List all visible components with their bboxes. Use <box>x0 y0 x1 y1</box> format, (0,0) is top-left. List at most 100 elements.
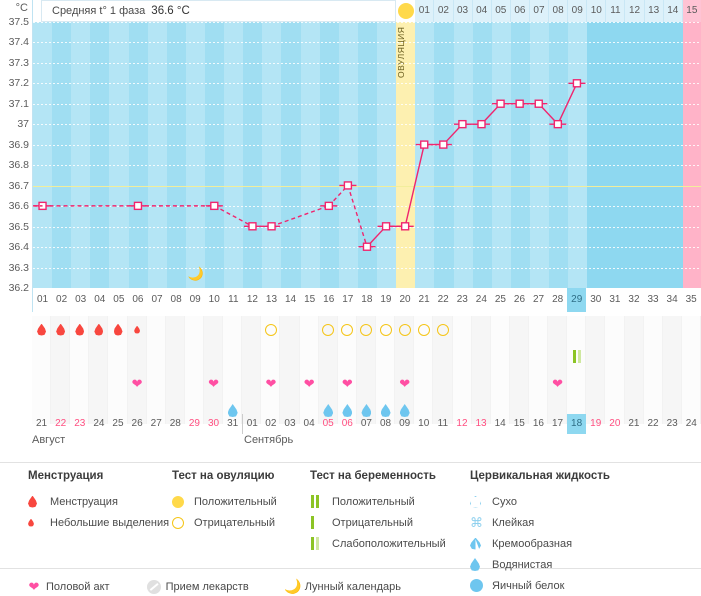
chart-day-column[interactable] <box>568 22 588 288</box>
symbol-cell[interactable] <box>548 316 568 343</box>
calendar-day[interactable]: 02 <box>265 418 277 429</box>
chart-day-column[interactable] <box>434 22 454 288</box>
intercourse-marker[interactable]: ❤ <box>303 376 315 391</box>
x-tick-cycle-day[interactable]: 34 <box>666 294 678 305</box>
symbol-cell[interactable] <box>586 316 606 343</box>
intercourse-marker[interactable]: ❤ <box>265 376 277 391</box>
symbol-cell[interactable] <box>643 397 663 424</box>
symbol-cell[interactable] <box>624 397 644 424</box>
symbol-cell[interactable] <box>681 343 701 370</box>
phase2-day-number[interactable]: 01 <box>415 0 435 22</box>
symbol-cell[interactable] <box>509 370 529 397</box>
symbol-cell[interactable] <box>184 397 205 424</box>
symbol-cell[interactable] <box>681 370 701 397</box>
symbol-cell[interactable] <box>51 397 71 424</box>
symbol-cell[interactable] <box>528 343 549 370</box>
symbol-cell[interactable] <box>452 397 472 424</box>
chart-day-column[interactable] <box>224 22 244 288</box>
phase2-day-number[interactable]: 15 <box>682 0 701 22</box>
menstruation-marker[interactable] <box>128 316 147 343</box>
symbol-cell[interactable] <box>548 343 568 370</box>
chart-day-column[interactable] <box>166 22 186 288</box>
calendar-day[interactable]: 19 <box>590 418 602 429</box>
symbol-cell[interactable] <box>146 316 166 343</box>
x-tick-cycle-day[interactable]: 27 <box>533 294 545 305</box>
symbol-cell[interactable] <box>280 370 300 397</box>
symbol-cell[interactable] <box>32 343 52 370</box>
symbol-cell[interactable] <box>490 397 510 424</box>
symbol-cell[interactable] <box>184 343 205 370</box>
symbol-cell[interactable] <box>89 397 109 424</box>
temperature-point[interactable] <box>38 201 47 211</box>
symbol-cell[interactable] <box>586 370 606 397</box>
symbol-cell[interactable] <box>318 343 338 370</box>
calendar-day[interactable]: 22 <box>55 418 67 429</box>
symbol-cell[interactable] <box>146 343 166 370</box>
symbol-cell[interactable] <box>337 343 357 370</box>
x-tick-cycle-day[interactable]: 16 <box>323 294 335 305</box>
temperature-point[interactable] <box>420 140 429 149</box>
calendar-day[interactable]: 24 <box>685 418 697 429</box>
symbol-cell[interactable] <box>299 397 319 424</box>
chart-day-column[interactable] <box>300 22 320 288</box>
symbol-cell[interactable] <box>662 316 682 343</box>
symbol-cell[interactable] <box>242 397 262 424</box>
chart-day-column[interactable] <box>147 22 167 288</box>
x-tick-cycle-day[interactable]: 12 <box>246 294 258 305</box>
phase2-day-number[interactable]: 12 <box>625 0 645 22</box>
intercourse-marker[interactable]: ❤ <box>131 376 143 391</box>
x-tick-cycle-day[interactable]: 14 <box>284 294 297 305</box>
symbol-cell[interactable] <box>356 370 377 397</box>
temperature-point[interactable] <box>572 79 582 88</box>
x-tick-cycle-day[interactable]: 35 <box>685 294 697 305</box>
symbol-cell[interactable] <box>490 343 510 370</box>
symbol-cell[interactable] <box>280 397 300 424</box>
chart-day-column[interactable] <box>338 22 358 288</box>
calendar-day[interactable]: 25 <box>112 418 124 429</box>
chart-day-column[interactable] <box>510 22 530 288</box>
symbol-cell[interactable] <box>223 343 243 370</box>
symbol-cell[interactable] <box>490 370 510 397</box>
chart-day-column[interactable] <box>71 22 91 288</box>
symbol-cell[interactable] <box>280 316 300 343</box>
ovulation-test-marker[interactable] <box>261 316 280 343</box>
x-tick-cycle-day[interactable]: 17 <box>342 294 354 305</box>
x-tick-cycle-day[interactable]: 01 <box>36 294 49 305</box>
symbol-cell[interactable] <box>643 370 663 397</box>
x-tick-cycle-day[interactable]: 07 <box>151 294 163 305</box>
phase2-day-number[interactable]: 03 <box>453 0 473 22</box>
symbol-cell[interactable] <box>89 370 109 397</box>
symbol-cell[interactable] <box>605 316 625 343</box>
x-tick-cycle-day[interactable]: 31 <box>609 294 621 305</box>
calendar-day[interactable]: 01 <box>242 414 261 434</box>
ovulation-test-marker[interactable] <box>414 316 433 343</box>
calendar-day[interactable]: 11 <box>437 418 449 429</box>
chart-day-column[interactable] <box>52 22 72 288</box>
calendar-day[interactable]: 23 <box>666 418 678 429</box>
symbol-cell[interactable] <box>204 343 224 370</box>
symbol-cell[interactable] <box>471 370 491 397</box>
temperature-point[interactable] <box>553 119 563 129</box>
symbol-cell[interactable] <box>165 397 185 424</box>
symbol-cell[interactable] <box>184 370 205 397</box>
calendar-day[interactable]: 30 <box>207 418 220 429</box>
x-tick-cycle-day[interactable]: 13 <box>265 294 278 305</box>
chart-day-column[interactable] <box>396 22 416 288</box>
calendar-day[interactable]: 20 <box>609 418 621 429</box>
symbol-cell[interactable] <box>452 370 472 397</box>
symbol-cell[interactable] <box>261 370 281 397</box>
chart-day-column[interactable] <box>128 22 148 288</box>
symbol-cell[interactable] <box>509 316 529 343</box>
menstruation-marker[interactable] <box>108 316 127 343</box>
chart-day-column[interactable] <box>185 22 206 288</box>
x-tick-cycle-day[interactable]: 05 <box>113 294 125 305</box>
temperature-point[interactable] <box>210 201 219 211</box>
cervical-fluid-marker[interactable] <box>376 397 395 424</box>
calendar-day[interactable]: 13 <box>475 418 487 429</box>
phase2-day-number[interactable]: 10 <box>587 0 607 22</box>
symbol-cell[interactable] <box>127 370 147 397</box>
x-tick-cycle-day[interactable]: 20 <box>399 294 411 305</box>
calendar-day[interactable]: 24 <box>93 418 105 429</box>
symbol-cell[interactable] <box>471 397 491 424</box>
chart-day-column[interactable] <box>415 22 435 288</box>
